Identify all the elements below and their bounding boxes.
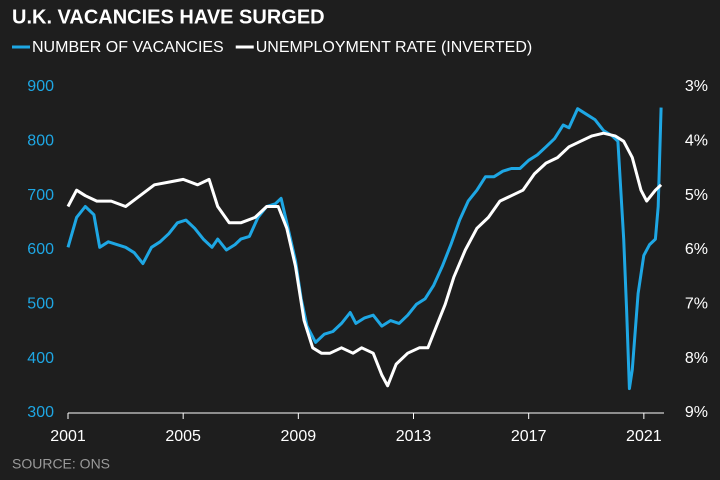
x-tick-label: 2021 bbox=[626, 428, 662, 445]
y2-tick-label: 7% bbox=[685, 296, 708, 313]
y-tick-label: 900 bbox=[27, 78, 54, 95]
x-tick-label: 2013 bbox=[396, 428, 432, 445]
legend-label: UNEMPLOYMENT RATE (INVERTED) bbox=[256, 39, 532, 56]
y2-tick-label: 5% bbox=[685, 187, 708, 204]
y-tick-label: 600 bbox=[27, 241, 54, 258]
y-tick-label: 300 bbox=[27, 404, 54, 421]
y-tick-label: 700 bbox=[27, 187, 54, 204]
chart-title: U.K. VACANCIES HAVE SURGED bbox=[12, 6, 325, 28]
source: SOURCE: ONS bbox=[12, 456, 110, 472]
y-tick-label: 800 bbox=[27, 133, 54, 150]
x-tick-label: 2009 bbox=[281, 428, 317, 445]
legend-label: NUMBER OF VACANCIES bbox=[32, 39, 224, 56]
y-tick-label: 500 bbox=[27, 296, 54, 313]
x-tick-label: 2005 bbox=[165, 428, 201, 445]
y2-tick-label: 4% bbox=[685, 133, 708, 150]
y2-tick-label: 6% bbox=[685, 241, 708, 258]
series-line bbox=[66, 131, 663, 388]
y-tick-label: 400 bbox=[27, 350, 54, 367]
x-tick-label: 2017 bbox=[511, 428, 547, 445]
y2-tick-label: 9% bbox=[685, 404, 708, 421]
y2-tick-label: 8% bbox=[685, 350, 708, 367]
y2-tick-label: 3% bbox=[685, 78, 708, 95]
series-line bbox=[66, 107, 663, 391]
x-tick-label: 2001 bbox=[50, 428, 86, 445]
